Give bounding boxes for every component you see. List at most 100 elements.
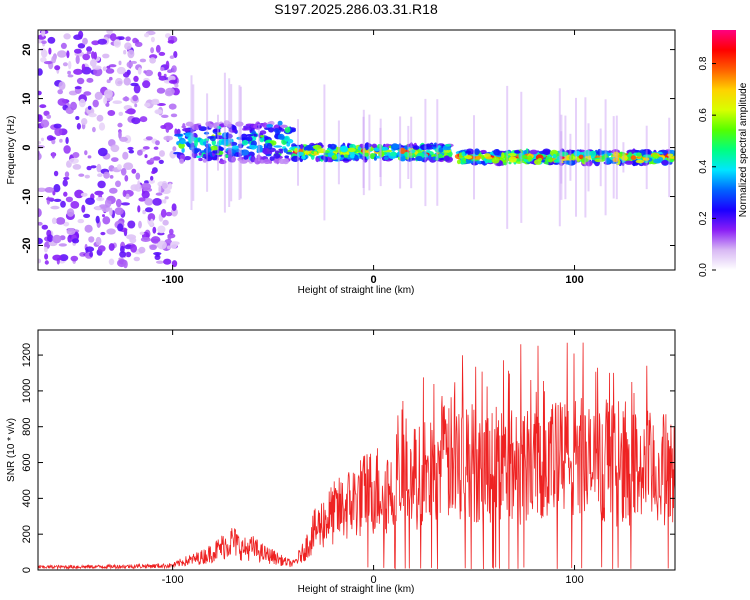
spectrogram-cell — [144, 33, 150, 38]
spectrogram-cell — [162, 219, 169, 226]
spectrogram-cell — [130, 184, 139, 191]
spectrogram-cell — [95, 236, 102, 246]
spectrogram-cell — [50, 205, 60, 210]
spectrogram-cell — [137, 205, 141, 213]
spectrogram-cell — [89, 251, 93, 258]
spectrogram-cell — [266, 124, 274, 128]
y-tick-label: -20 — [21, 238, 33, 254]
spectrogram-cell — [44, 260, 49, 265]
spectrogram-cell — [94, 91, 103, 100]
spectrogram-cell — [76, 123, 81, 130]
spectrogram-cell — [218, 159, 227, 165]
spectrogram-cell — [171, 260, 178, 268]
spectrogram-cell — [144, 102, 151, 108]
y-tick-label: 10 — [21, 92, 33, 104]
spectrogram-cell — [38, 221, 43, 226]
spectrogram-cell — [88, 236, 95, 243]
spectrogram-y-label: Frequency (Hz) — [6, 116, 17, 185]
spectrogram-cell — [559, 151, 569, 157]
spectrogram-streak — [604, 99, 607, 216]
spectrogram-cell — [589, 150, 597, 157]
snr-x-ticks: -100 0 100 — [162, 330, 584, 586]
spectrogram-cell — [213, 128, 221, 133]
spectrogram-cell — [95, 206, 101, 210]
spectrogram-cell — [151, 170, 156, 174]
spectrogram-cell — [636, 152, 642, 157]
spectrogram-cell — [54, 65, 61, 71]
spectrogram-cell — [273, 145, 283, 148]
spectrogram-cell — [527, 155, 533, 162]
spectrogram-streak — [228, 78, 231, 207]
y-tick-label: 200 — [21, 525, 33, 543]
spectrogram-cell — [256, 125, 262, 129]
spectrogram-cell — [83, 213, 91, 218]
spectrogram-cell — [66, 50, 70, 59]
spectrogram-cell — [203, 153, 206, 158]
spectrogram-cell — [38, 187, 47, 192]
spectrogram-cell — [169, 150, 177, 159]
spectrogram-cell — [38, 152, 42, 161]
spectrogram-cell — [105, 68, 115, 74]
spectrogram-cell — [158, 159, 164, 164]
spectrogram-cell — [52, 234, 62, 244]
spectrogram-cell — [97, 147, 108, 157]
spectrogram-cell — [103, 97, 108, 105]
spectrogram-cell — [149, 57, 157, 64]
spectrogram-cell — [152, 226, 157, 234]
spectrogram-cell — [85, 197, 95, 205]
spectrogram-streak — [379, 118, 382, 187]
spectrogram-cell — [49, 136, 56, 141]
spectrogram-cell — [74, 48, 82, 54]
spectrogram-cell — [149, 157, 155, 163]
spectrogram-cell — [172, 146, 177, 152]
spectrogram-cell — [103, 89, 113, 99]
spectrogram-cell — [376, 144, 383, 149]
spectrogram-cell — [64, 171, 70, 178]
spectrogram-cell — [111, 157, 119, 163]
spectrogram-cell — [208, 155, 217, 160]
spectrogram-streak — [223, 72, 226, 213]
spectrogram-cell — [630, 155, 637, 161]
y-tick-label: 1200 — [21, 343, 33, 367]
spectrogram-cell — [41, 40, 47, 44]
spectrogram-cell — [168, 103, 177, 110]
spectrogram-cell — [202, 158, 207, 163]
spectrogram-cell — [184, 132, 194, 138]
spectrogram-cell — [256, 146, 264, 153]
y-tick-label: 400 — [21, 489, 33, 507]
spectrogram-cell — [75, 116, 80, 120]
spectrogram-cell — [63, 33, 71, 40]
x-tick-label: 100 — [565, 274, 583, 286]
spectrogram-cell — [70, 201, 80, 209]
spectrogram-cell — [41, 224, 48, 230]
spectrogram-cell — [155, 140, 160, 146]
spectrogram-cell — [163, 258, 172, 265]
spectrogram-cell — [59, 138, 63, 143]
spectrogram-cell — [78, 30, 84, 39]
spectrogram-cell — [549, 149, 559, 157]
spectrogram-cell — [286, 142, 291, 147]
spectrogram-cell — [63, 176, 70, 180]
spectrogram-cell — [508, 156, 517, 163]
spectrogram-cell — [97, 38, 108, 45]
spectrogram-streak — [612, 116, 615, 199]
spectrogram-cell — [78, 98, 86, 108]
spectrogram-cell — [248, 144, 257, 149]
spectrogram-cell — [150, 47, 155, 54]
spectrogram-cell — [262, 122, 268, 129]
spectrogram-cell — [126, 61, 133, 68]
spectrogram-cell — [46, 114, 52, 119]
spectrogram-cell — [66, 208, 75, 217]
spectrogram-streak — [599, 128, 602, 187]
spectrogram-cell — [235, 121, 244, 127]
spectrogram-cell — [642, 157, 650, 161]
spectrogram-streak — [569, 133, 572, 181]
spectrogram-cell — [168, 183, 173, 190]
spectrogram-cell — [563, 160, 573, 165]
spectrogram-cell — [142, 80, 151, 89]
spectrogram-cell — [71, 238, 80, 244]
spectrogram-cell — [283, 148, 288, 153]
spectrogram-streak — [190, 75, 193, 210]
spectrogram-cell — [597, 148, 602, 156]
spectrogram-cell — [60, 42, 67, 50]
